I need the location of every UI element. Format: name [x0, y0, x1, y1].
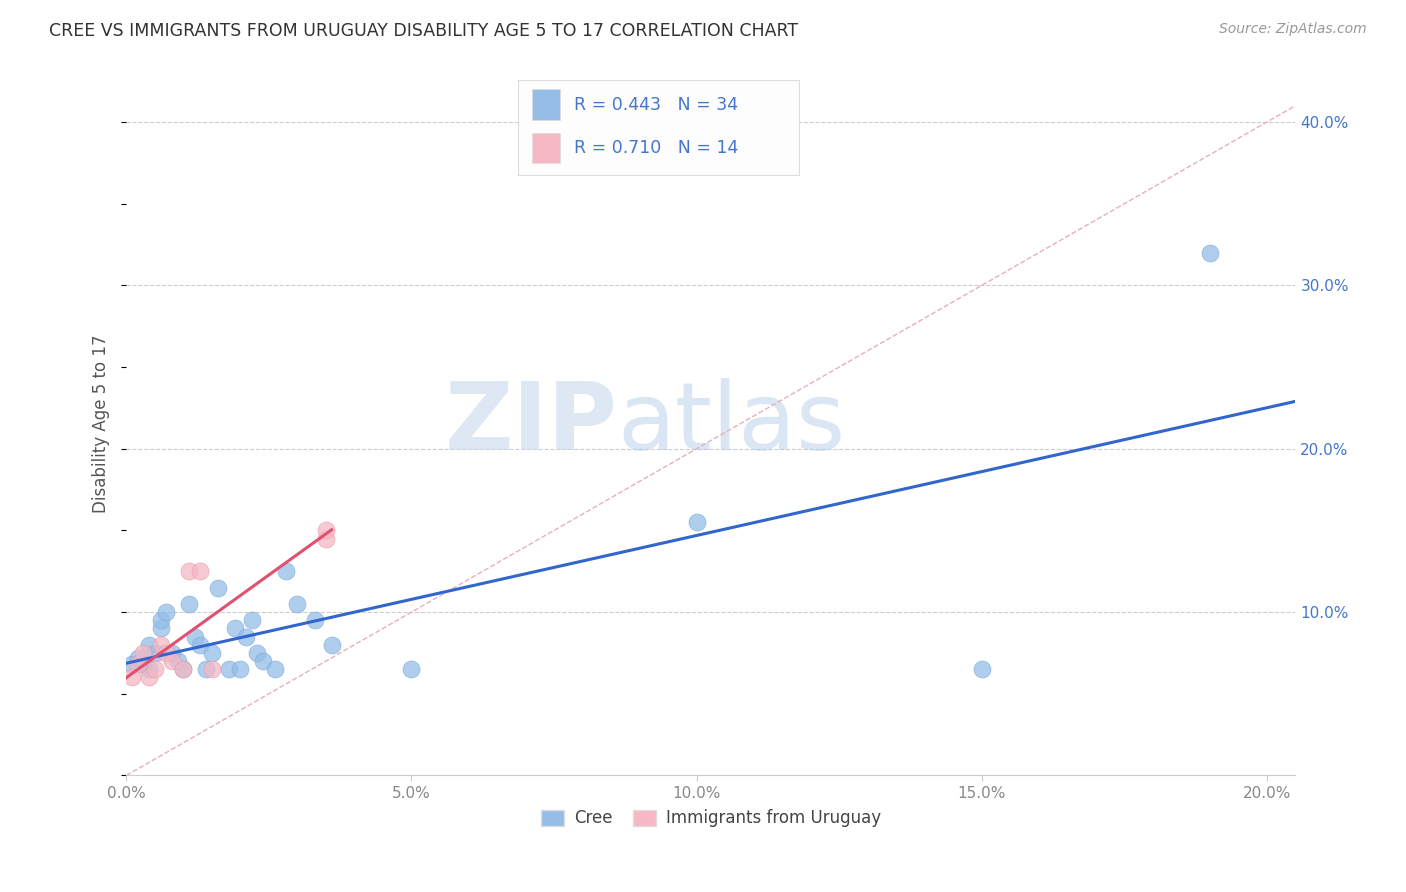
- Point: [970, 662, 993, 676]
- Point: [149, 622, 172, 636]
- Point: [207, 581, 229, 595]
- Point: [201, 662, 224, 676]
- Text: Source: ZipAtlas.com: Source: ZipAtlas.com: [1219, 22, 1367, 37]
- Point: [138, 670, 160, 684]
- Text: atlas: atlas: [617, 378, 845, 470]
- Point: [177, 597, 200, 611]
- Point: [315, 532, 337, 546]
- Point: [177, 564, 200, 578]
- Point: [166, 654, 188, 668]
- Point: [149, 638, 172, 652]
- Point: [160, 646, 183, 660]
- Point: [315, 524, 337, 538]
- Point: [190, 564, 212, 578]
- Point: [287, 597, 309, 611]
- Point: [132, 646, 155, 660]
- Point: [218, 662, 240, 676]
- Y-axis label: Disability Age 5 to 17: Disability Age 5 to 17: [93, 335, 110, 514]
- Point: [184, 630, 207, 644]
- Point: [121, 657, 143, 672]
- Point: [121, 670, 143, 684]
- Point: [143, 646, 166, 660]
- Point: [143, 662, 166, 676]
- Point: [263, 662, 285, 676]
- Point: [127, 651, 149, 665]
- Point: [195, 662, 218, 676]
- Point: [160, 654, 183, 668]
- Point: [172, 662, 194, 676]
- Point: [224, 622, 246, 636]
- Point: [132, 657, 155, 672]
- Point: [401, 662, 423, 676]
- Point: [138, 662, 160, 676]
- Text: ZIP: ZIP: [444, 378, 617, 470]
- Text: CREE VS IMMIGRANTS FROM URUGUAY DISABILITY AGE 5 TO 17 CORRELATION CHART: CREE VS IMMIGRANTS FROM URUGUAY DISABILI…: [49, 22, 799, 40]
- Point: [235, 630, 257, 644]
- Point: [127, 657, 149, 672]
- Point: [155, 646, 177, 660]
- Point: [246, 646, 269, 660]
- Point: [252, 654, 274, 668]
- Point: [274, 564, 297, 578]
- Point: [149, 613, 172, 627]
- Point: [155, 605, 177, 619]
- Point: [201, 646, 224, 660]
- Point: [240, 613, 263, 627]
- Point: [229, 662, 252, 676]
- Point: [685, 515, 707, 529]
- Point: [1199, 245, 1222, 260]
- Point: [172, 662, 194, 676]
- Point: [321, 638, 343, 652]
- Legend: Cree, Immigrants from Uruguay: Cree, Immigrants from Uruguay: [534, 803, 887, 834]
- Point: [138, 638, 160, 652]
- Point: [190, 638, 212, 652]
- Point: [304, 613, 326, 627]
